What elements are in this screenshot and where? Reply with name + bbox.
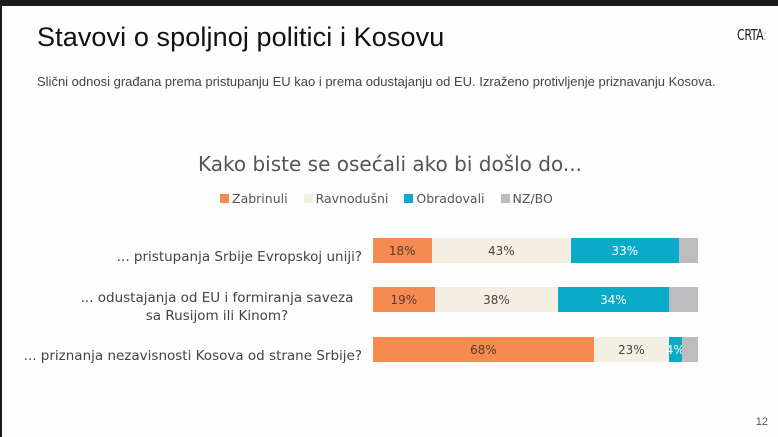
row-label-kosovo: ... priznanja nezavisnosti Kosova od str… — [23, 348, 362, 364]
bar-segment-zabrinuli: 68% — [373, 337, 594, 362]
legend-item-obradovali: Obradovali — [404, 191, 485, 206]
crta-logo: CRTA: — [737, 26, 767, 44]
bar-segment-nzbo — [681, 337, 698, 362]
bar-row-kosovo: 68% 23% 4% — [373, 337, 698, 362]
chart-legend: Zabrinuli Ravnodušni Obradovali NZ/BO — [220, 191, 553, 206]
legend-item-zabrinuli: Zabrinuli — [220, 191, 288, 206]
bar-segment-nzbo — [678, 238, 698, 263]
legend-swatch-icon — [303, 194, 313, 203]
bar-segment-obradovali: 34% — [558, 287, 669, 312]
bar-segment-nzbo — [668, 287, 698, 312]
legend-label: NZ/BO — [512, 191, 553, 206]
bar-row-russia-china: 19% 38% 34% — [373, 287, 698, 312]
legend-label: Obradovali — [416, 191, 485, 206]
slide-subtitle: Slični odnosi građana prema pristupanju … — [37, 74, 716, 89]
legend-label: Zabrinuli — [232, 191, 288, 206]
legend-label: Ravnodušni — [315, 191, 389, 206]
bar-segment-ravnoduni: 38% — [434, 287, 559, 312]
legend-swatch-icon — [500, 194, 510, 203]
row-label-russia-china: ... odustajanja od EU i formiranja savez… — [80, 290, 354, 324]
page-number: 12 — [755, 416, 768, 428]
chart-title: Kako biste se osećali ako bi došlo do... — [198, 152, 582, 176]
legend-item-ravnoduni: Ravnodušni — [303, 191, 389, 206]
legend-swatch-icon — [220, 194, 229, 203]
bar-segment-zabrinuli: 18% — [373, 238, 432, 263]
bar-segment-zabrinuli: 19% — [373, 287, 435, 312]
bar-segment-ravnoduni: 23% — [594, 337, 669, 362]
legend-swatch-icon — [404, 194, 414, 203]
bar-segment-obradovali: 33% — [571, 238, 679, 263]
bar-segment-obradovali: 4% — [666, 337, 685, 362]
slide-title: Stavovi o spoljnoj politici i Kosovu — [37, 22, 445, 52]
bar-segment-ravnoduni: 43% — [431, 238, 572, 263]
row-label-eu: ... pristupanja Srbije Evropskoj uniji? — [116, 249, 362, 265]
legend-item-nzbo: NZ/BO — [500, 191, 553, 206]
slide: Stavovi o spoljnoj politici i Kosovu CRT… — [2, 6, 778, 437]
bar-row-eu: 18% 43% 33% — [373, 238, 698, 263]
